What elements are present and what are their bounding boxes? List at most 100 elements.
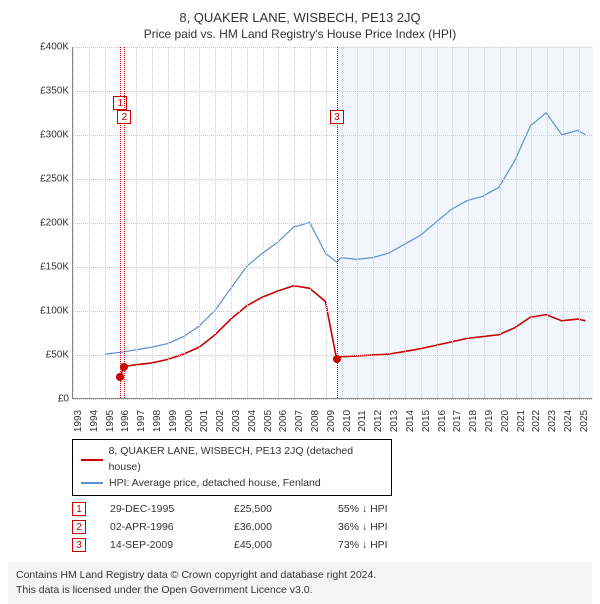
y-gridline (73, 91, 592, 92)
y-gridline (73, 311, 592, 312)
page-title: 8, QUAKER LANE, WISBECH, PE13 2JQ (8, 10, 592, 25)
x-tick-label: 1994 (89, 410, 100, 432)
x-gridline (136, 47, 137, 398)
x-tick-label: 2011 (357, 410, 368, 432)
x-tick-label: 2023 (547, 410, 558, 432)
event-note: 55% ↓ HPI (338, 503, 388, 515)
x-gridline (278, 47, 279, 398)
legend-item: HPI: Average price, detached house, Fenl… (81, 476, 383, 492)
events-table: 1 29-DEC-1995 £25,500 55% ↓ HPI 202-APR-1996… (72, 502, 592, 552)
event-number-box: 3 (72, 538, 86, 552)
x-tick-label: 2020 (500, 410, 511, 432)
x-gridline (516, 47, 517, 398)
legend-label: HPI: Average price, detached house, Fenl… (109, 476, 321, 492)
x-tick-label: 2006 (278, 410, 289, 432)
x-gridline (373, 47, 374, 398)
x-tick-label: 2007 (294, 410, 305, 432)
x-tick-label: 1993 (73, 410, 84, 432)
x-gridline (152, 47, 153, 398)
event-date: 02-APR-1996 (110, 521, 210, 533)
event-line (124, 47, 125, 398)
y-gridline (73, 355, 592, 356)
x-tick-label: 2021 (516, 410, 527, 432)
x-gridline (263, 47, 264, 398)
y-tick-label: £200K (33, 218, 69, 229)
price-marker (333, 355, 341, 363)
y-tick-label: £100K (33, 306, 69, 317)
x-tick-label: 2024 (563, 410, 574, 432)
event-note: 73% ↓ HPI (338, 539, 388, 551)
x-gridline (105, 47, 106, 398)
x-tick-label: 2013 (389, 410, 400, 432)
x-gridline (531, 47, 532, 398)
event-price: £25,500 (234, 503, 314, 515)
x-gridline (342, 47, 343, 398)
x-gridline (405, 47, 406, 398)
x-gridline (437, 47, 438, 398)
x-tick-label: 2018 (468, 410, 479, 432)
x-gridline (294, 47, 295, 398)
x-gridline (452, 47, 453, 398)
x-gridline (247, 47, 248, 398)
x-tick-label: 1997 (136, 410, 147, 432)
legend-item: 8, QUAKER LANE, WISBECH, PE13 2JQ (detac… (81, 444, 383, 476)
x-tick-label: 2001 (199, 410, 210, 432)
event-marker-box: 2 (117, 110, 131, 124)
y-gridline (73, 179, 592, 180)
event-date: 14-SEP-2009 (110, 539, 210, 551)
x-tick-label: 2015 (421, 410, 432, 432)
x-tick-label: 2005 (263, 410, 274, 432)
footer-line-2: This data is licensed under the Open Gov… (16, 583, 584, 598)
x-gridline (579, 47, 580, 398)
chart: £0£50K£100K£150K£200K£250K£300K£350K£400… (32, 47, 592, 427)
y-tick-label: £400K (33, 42, 69, 53)
x-tick-label: 2025 (579, 410, 590, 432)
x-gridline (73, 47, 74, 398)
y-tick-label: £50K (33, 350, 69, 361)
x-gridline (468, 47, 469, 398)
event-row: 3 14-SEP-2009 £45,000 73% ↓ HPI (72, 538, 592, 552)
legend: 8, QUAKER LANE, WISBECH, PE13 2JQ (detac… (72, 439, 392, 496)
y-gridline (73, 135, 592, 136)
x-gridline (563, 47, 564, 398)
x-tick-label: 2016 (437, 410, 448, 432)
x-gridline (547, 47, 548, 398)
x-gridline (389, 47, 390, 398)
y-gridline (73, 267, 592, 268)
x-tick-label: 2010 (342, 410, 353, 432)
x-gridline (89, 47, 90, 398)
footer-line-1: Contains HM Land Registry data © Crown c… (16, 568, 584, 583)
event-row: 202-APR-1996£36,00036% ↓ HPI (72, 520, 592, 534)
legend-swatch (81, 459, 103, 461)
x-tick-label: 1995 (105, 410, 116, 432)
x-gridline (500, 47, 501, 398)
event-price: £45,000 (234, 539, 314, 551)
price-marker (120, 363, 128, 371)
x-tick-label: 2002 (215, 410, 226, 432)
x-gridline (231, 47, 232, 398)
event-number-box: 1 (72, 502, 86, 516)
y-tick-label: £250K (33, 174, 69, 185)
x-gridline (310, 47, 311, 398)
event-marker-box: 3 (330, 110, 344, 124)
x-gridline (421, 47, 422, 398)
x-tick-label: 1999 (168, 410, 179, 432)
x-tick-label: 2004 (247, 410, 258, 432)
y-gridline (73, 399, 592, 400)
x-gridline (357, 47, 358, 398)
x-tick-label: 1998 (152, 410, 163, 432)
x-tick-label: 2009 (326, 410, 337, 432)
event-row: 1 29-DEC-1995 £25,500 55% ↓ HPI (72, 502, 592, 516)
x-tick-label: 2019 (484, 410, 495, 432)
y-tick-label: £300K (33, 130, 69, 141)
event-date: 29-DEC-1995 (110, 503, 210, 515)
legend-swatch (81, 482, 103, 484)
x-gridline (199, 47, 200, 398)
x-gridline (326, 47, 327, 398)
price-marker (116, 373, 124, 381)
y-tick-label: £150K (33, 262, 69, 273)
footer: Contains HM Land Registry data © Crown c… (8, 562, 592, 603)
page-subtitle: Price paid vs. HM Land Registry's House … (8, 27, 592, 41)
series-hpi (105, 113, 586, 354)
event-line (337, 47, 338, 398)
